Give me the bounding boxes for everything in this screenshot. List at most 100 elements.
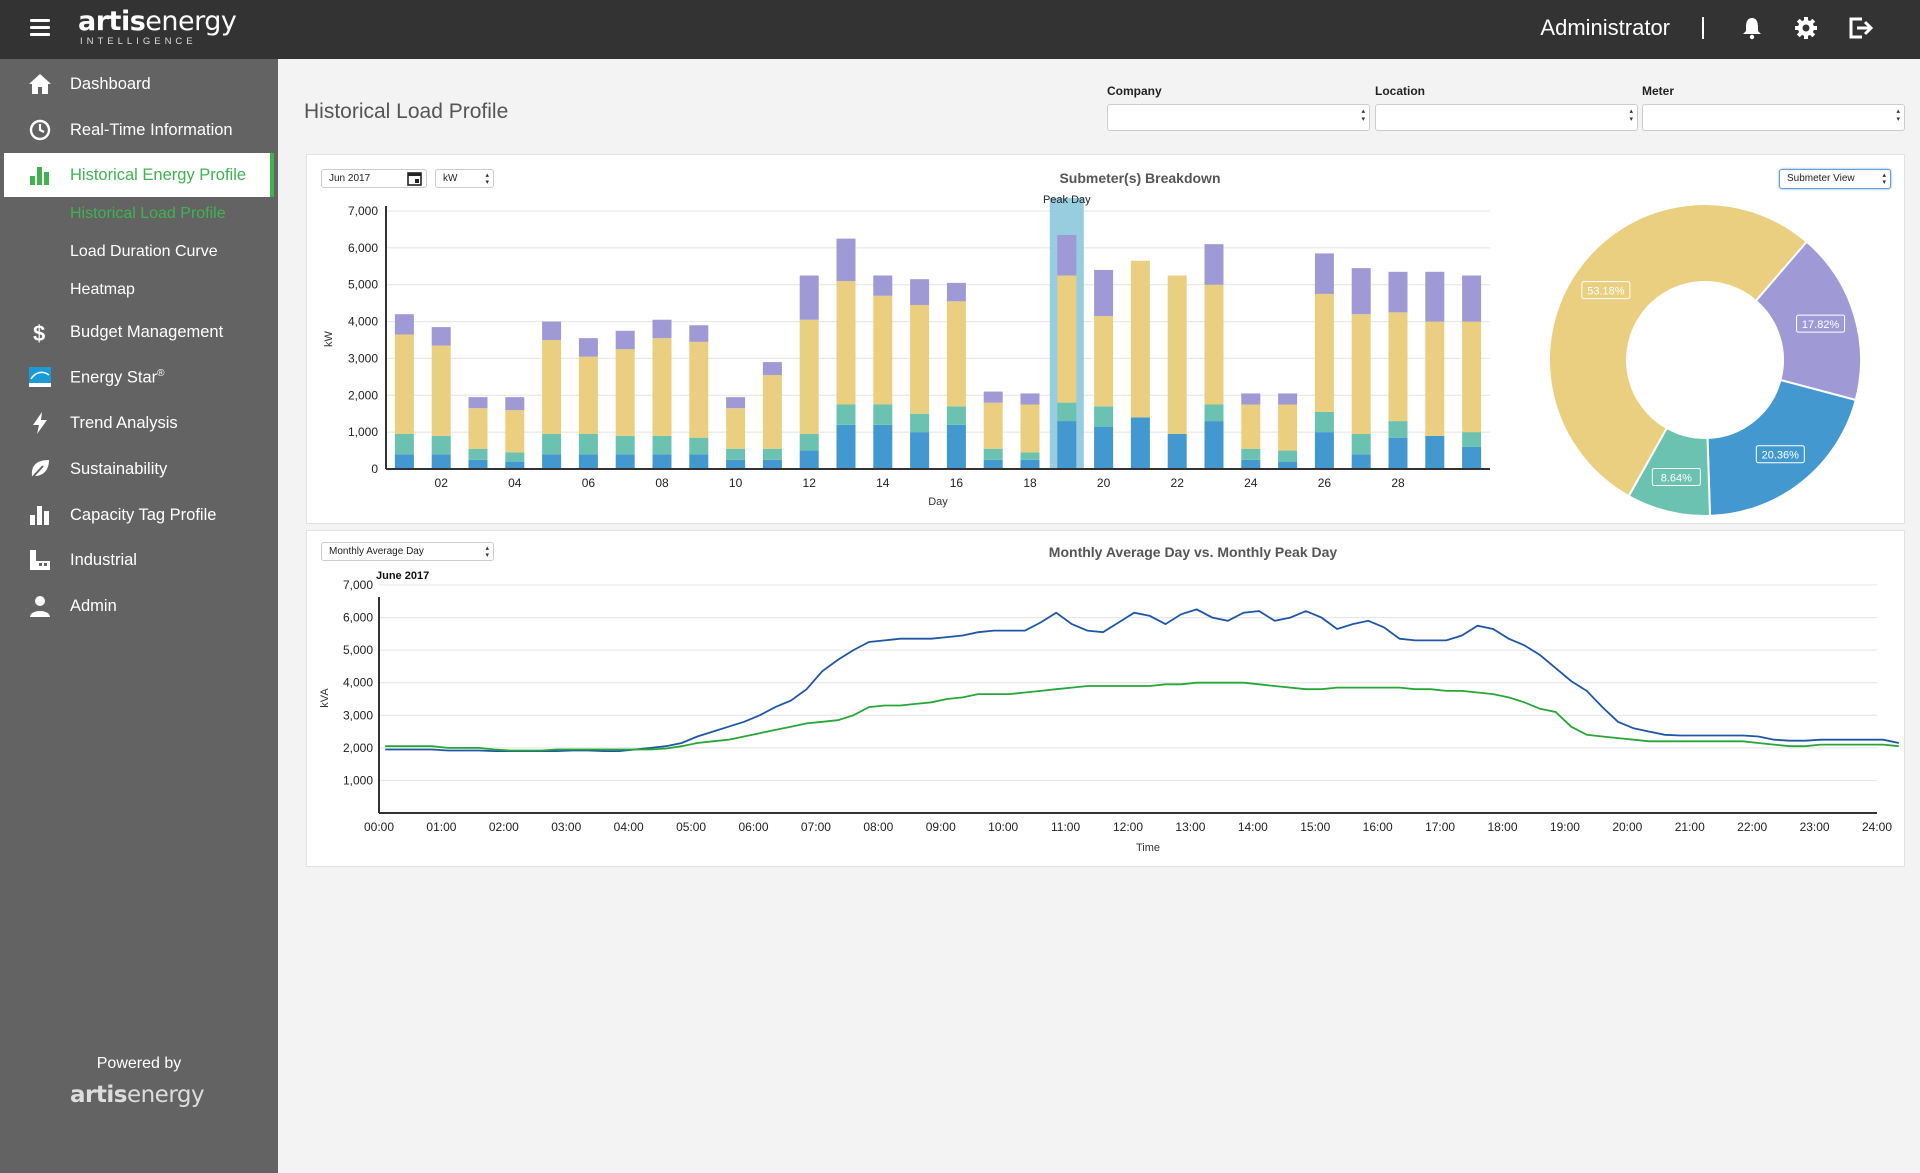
gear-icon[interactable] bbox=[1793, 15, 1819, 41]
clock-icon bbox=[28, 118, 52, 142]
sidebar-subitem-historical-load[interactable]: Historical Load Profile bbox=[70, 205, 226, 222]
x-tick-label: 24:00 bbox=[1862, 820, 1892, 834]
sidebar-item-industrial[interactable]: Industrial bbox=[0, 538, 278, 582]
y-tick-label: 1,000 bbox=[348, 425, 378, 439]
bar-segment bbox=[1057, 275, 1077, 403]
bar-segment bbox=[542, 340, 562, 434]
x-tick-label: 10 bbox=[729, 476, 743, 490]
x-tick-label: 12 bbox=[803, 476, 817, 490]
bar-segment bbox=[1057, 234, 1077, 276]
bar-segment bbox=[1388, 312, 1408, 422]
powered-by-text: Powered by bbox=[96, 1055, 182, 1072]
average-vs-peak-panel bbox=[306, 530, 1905, 867]
company-label: Company bbox=[1107, 84, 1162, 98]
company-select[interactable] bbox=[1107, 104, 1370, 131]
bar-segment bbox=[910, 279, 930, 305]
bar-segment bbox=[652, 338, 672, 436]
top-bar: artisenergy INTELLIGENCE Administrator bbox=[0, 0, 1920, 59]
bar-segment bbox=[1425, 271, 1445, 322]
bar-segment bbox=[394, 334, 414, 434]
bar-segment bbox=[431, 327, 451, 346]
energy-star-icon bbox=[28, 365, 52, 389]
sidebar-item-dashboard[interactable]: Dashboard bbox=[0, 62, 278, 106]
sidebar-item-capacity-tag[interactable]: Capacity Tag Profile bbox=[0, 493, 278, 537]
location-select[interactable] bbox=[1375, 104, 1638, 131]
x-axis-label: Day bbox=[928, 496, 948, 508]
bar-segment bbox=[1314, 293, 1334, 412]
x-tick-label: 18 bbox=[1023, 476, 1037, 490]
user-name[interactable]: Administrator bbox=[1540, 15, 1670, 40]
bar-segment bbox=[910, 413, 930, 433]
x-tick-label: 06 bbox=[582, 476, 596, 490]
bar-segment bbox=[1388, 271, 1408, 313]
bell-icon[interactable] bbox=[1739, 15, 1765, 41]
x-tick-label: 02 bbox=[435, 476, 449, 490]
bar-segment bbox=[1351, 433, 1371, 455]
meter-select[interactable] bbox=[1642, 104, 1905, 131]
user-icon bbox=[28, 594, 52, 618]
bar-segment bbox=[394, 433, 414, 455]
bar-segment bbox=[468, 408, 488, 449]
bar-segment bbox=[505, 461, 525, 469]
logout-icon[interactable] bbox=[1846, 15, 1874, 41]
x-tick-label: 19:00 bbox=[1550, 820, 1580, 834]
bar-segment bbox=[505, 452, 525, 462]
peak-day-label: Peak Day bbox=[1043, 194, 1091, 206]
average-day-select[interactable]: Monthly Average Day ▴ ▾ bbox=[321, 542, 494, 561]
x-tick-label: 11:00 bbox=[1051, 820, 1080, 834]
menu-icon[interactable] bbox=[30, 19, 50, 37]
sidebar-item-energy-star[interactable]: Energy Star® bbox=[0, 355, 278, 399]
bar-segment bbox=[1204, 404, 1224, 422]
month-picker[interactable]: Jun 2017 bbox=[321, 169, 427, 188]
sidebar-subitem-load-duration[interactable]: Load Duration Curve bbox=[70, 243, 218, 260]
sidebar-item-sustainability[interactable]: Sustainability bbox=[0, 447, 278, 491]
x-tick-label: 20 bbox=[1097, 476, 1111, 490]
footer-logo: artisenergy bbox=[70, 1082, 205, 1108]
bar-segment bbox=[910, 304, 930, 414]
bar-segment bbox=[615, 330, 635, 350]
bar-segment bbox=[1204, 284, 1224, 405]
bar-segment bbox=[983, 459, 1003, 469]
sidebar-item-real-time[interactable]: Real-Time Information bbox=[0, 108, 278, 152]
x-tick-label: 13:00 bbox=[1175, 820, 1205, 834]
bar-segment bbox=[394, 314, 414, 335]
app-logo[interactable]: artisenergy INTELLIGENCE bbox=[78, 6, 237, 48]
sidebar-item-admin[interactable]: Admin bbox=[0, 584, 278, 628]
bar-segment bbox=[1057, 402, 1077, 422]
x-tick-label: 00:00 bbox=[364, 820, 394, 834]
x-tick-label: 18:00 bbox=[1487, 820, 1517, 834]
x-tick-label: 04:00 bbox=[614, 820, 644, 834]
leaf-icon bbox=[28, 457, 52, 481]
submeter-view-select[interactable]: Submeter View ▴ ▾ bbox=[1779, 169, 1891, 189]
x-tick-label: 08:00 bbox=[863, 820, 893, 834]
sidebar-subitem-heatmap[interactable]: Heatmap bbox=[70, 281, 135, 298]
x-tick-label: 23:00 bbox=[1800, 820, 1830, 834]
meter-label: Meter bbox=[1642, 84, 1675, 98]
bar-segment bbox=[431, 345, 451, 436]
home-icon bbox=[28, 72, 52, 96]
bar-segment bbox=[468, 397, 488, 409]
bar-segment bbox=[873, 404, 893, 425]
sidebar-item-trend[interactable]: Trend Analysis bbox=[0, 401, 278, 445]
bar-segment bbox=[1278, 393, 1298, 405]
bar-segment bbox=[836, 424, 856, 469]
bar-segment bbox=[1130, 260, 1150, 418]
page-title: Historical Load Profile bbox=[304, 100, 509, 123]
bar-segment bbox=[1094, 269, 1114, 317]
bar-segment bbox=[873, 275, 893, 296]
bar-segment bbox=[542, 454, 562, 469]
series-line bbox=[385, 681, 1899, 752]
sidebar-item-budget[interactable]: $ Budget Management bbox=[0, 310, 278, 354]
bar-segment bbox=[1057, 421, 1077, 469]
sidebar-item-historical-energy[interactable]: Historical Energy Profile bbox=[4, 153, 274, 197]
unit-select[interactable]: kW ▴ ▾ bbox=[435, 169, 494, 188]
bar-segment bbox=[762, 375, 782, 449]
bar-segment bbox=[873, 295, 893, 405]
bar-segment bbox=[578, 356, 598, 434]
bar-segment bbox=[1425, 321, 1445, 436]
bar-segment bbox=[615, 454, 635, 469]
bar-segment bbox=[1462, 275, 1482, 322]
calendar-icon[interactable] bbox=[407, 171, 422, 192]
bar-segment bbox=[1462, 432, 1482, 447]
location-label: Location bbox=[1375, 84, 1425, 98]
